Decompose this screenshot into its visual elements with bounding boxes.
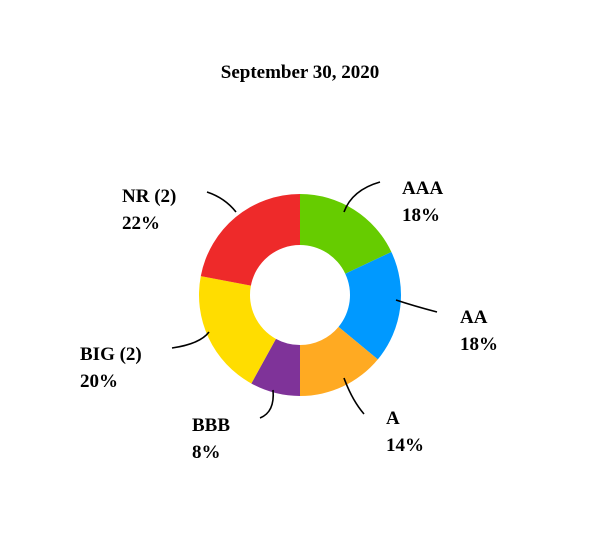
slice-value-big-2: 20% xyxy=(80,371,118,392)
leader-line-aa xyxy=(395,299,438,313)
leader-line-aaa xyxy=(343,181,381,213)
slice-aa xyxy=(338,251,401,360)
slice-bbb xyxy=(251,338,300,396)
slice-a xyxy=(300,326,378,396)
slice-label-bbb: BBB xyxy=(192,415,230,436)
slice-label-aa: AA xyxy=(460,307,488,328)
slice-nr-2 xyxy=(200,194,300,286)
slice-big-2 xyxy=(199,276,276,384)
leader-line-nr-2 xyxy=(206,191,237,213)
slice-value-nr-2: 22% xyxy=(122,213,160,234)
leader-line-bbb xyxy=(259,389,275,419)
leader-line-a xyxy=(343,377,365,415)
slice-label-nr-2: NR (2) xyxy=(122,186,176,207)
slice-label-big-2: BIG (2) xyxy=(80,344,142,365)
slice-value-aa: 18% xyxy=(460,334,498,355)
slice-label-aaa: AAA xyxy=(402,178,443,199)
slice-aaa xyxy=(300,194,392,274)
slice-value-aaa: 18% xyxy=(402,205,440,226)
slice-label-a: A xyxy=(386,408,400,429)
slice-value-bbb: 8% xyxy=(192,442,221,463)
leader-line-big-2 xyxy=(171,331,210,349)
slice-value-a: 14% xyxy=(386,435,424,456)
chart-title: September 30, 2020 xyxy=(220,62,380,83)
